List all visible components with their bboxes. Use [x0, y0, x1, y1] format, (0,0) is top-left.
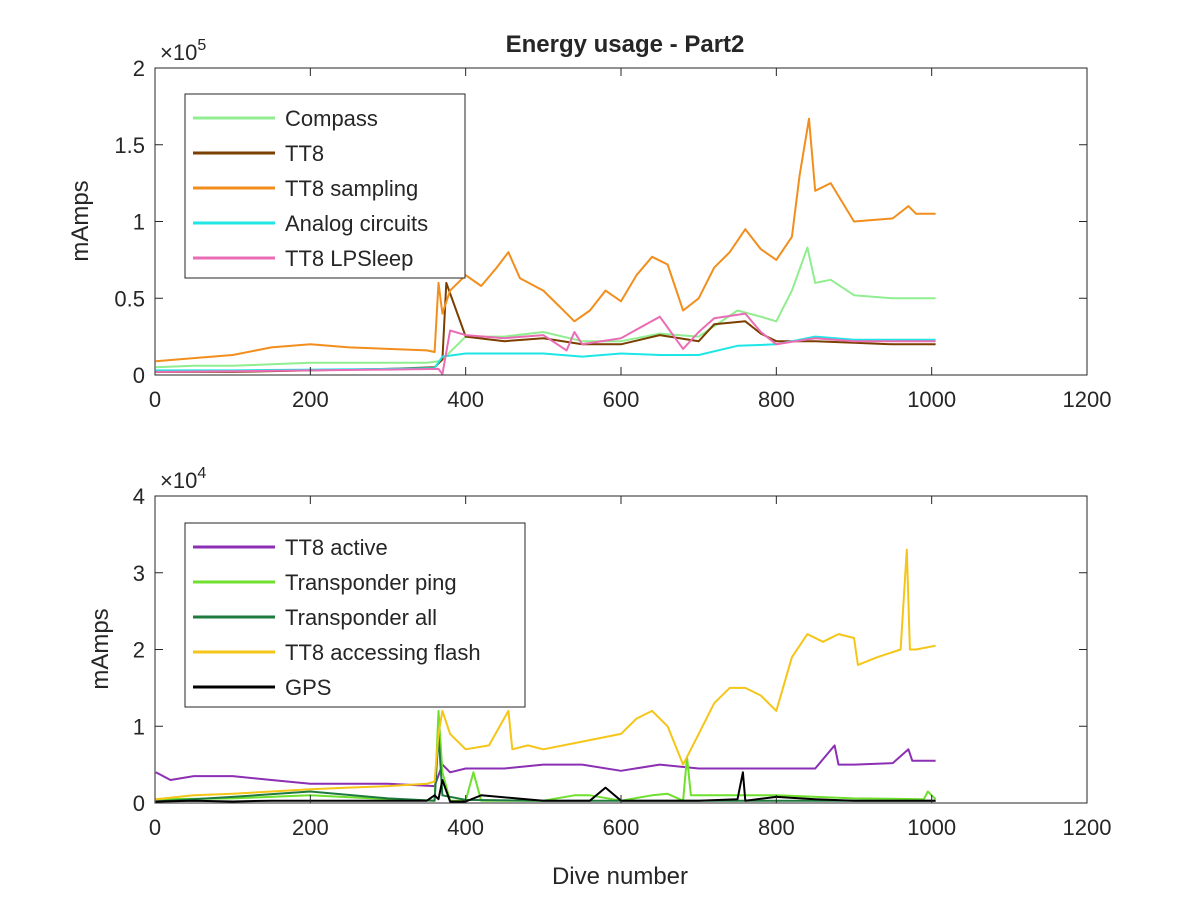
legend-label: Compass	[285, 106, 378, 131]
legend-label: Transponder ping	[285, 570, 457, 595]
series-line-4	[155, 771, 936, 803]
y-axis-label: mAmps	[87, 608, 114, 689]
y-tick-label: 1	[133, 714, 145, 739]
bottom-legend: TT8 active Transponder ping Transponder al…	[184, 522, 526, 708]
y-tick-label: 2	[133, 56, 145, 81]
x-tick-label: 800	[758, 387, 795, 412]
y-tick-label: 3	[133, 561, 145, 586]
x-tick-label: 1000	[907, 387, 956, 412]
legend-label: TT8	[285, 141, 324, 166]
y-multiplier: ×104	[160, 465, 206, 493]
y-tick-label: 1.5	[114, 133, 145, 158]
series-line-2	[155, 117, 936, 363]
legend-label: Transponder all	[285, 605, 437, 630]
x-tick-label: 0	[149, 815, 161, 840]
y-tick-label: 4	[133, 484, 145, 509]
x-tick-label: 800	[758, 815, 795, 840]
x-tick-label: 600	[603, 815, 640, 840]
series-line-0	[155, 744, 936, 788]
y-tick-label: 2	[133, 638, 145, 663]
legend-label: TT8 active	[285, 535, 388, 560]
x-tick-label: 0	[149, 387, 161, 412]
legend-label: TT8 LPSleep	[285, 246, 413, 271]
x-tick-label: 1200	[1063, 815, 1112, 840]
legend-label: TT8 sampling	[285, 176, 418, 201]
legend-box	[184, 522, 526, 708]
y-multiplier: ×105	[160, 37, 206, 65]
top-panel: 0 200 400 600 800 1000 1200 0 0.5 1 1.5 2 ×105 mAmp…	[67, 37, 1111, 412]
legend-label: Analog circuits	[285, 211, 428, 236]
x-tick-label: 400	[447, 815, 484, 840]
series-line-4	[155, 312, 936, 376]
top-legend: Compass TT8 TT8 sampling Analog circuits TT8…	[184, 93, 466, 279]
x-tick-label: 400	[447, 387, 484, 412]
y-multiplier-exponent: 4	[197, 465, 206, 482]
x-tick-label: 200	[292, 387, 329, 412]
x-tick-label: 600	[603, 387, 640, 412]
legend-label: GPS	[285, 675, 331, 700]
x-axis-label: Dive number	[552, 863, 688, 890]
y-axis-label: mAmps	[67, 180, 94, 261]
series-line-2	[155, 732, 936, 803]
x-tick-label: 1000	[907, 815, 956, 840]
y-tick-label: 0	[133, 363, 145, 388]
y-tick-label: 0	[133, 791, 145, 816]
y-multiplier-base: ×10	[160, 40, 197, 65]
x-tick-label: 200	[292, 815, 329, 840]
y-tick-label: 0.5	[114, 286, 145, 311]
legend-label: TT8 accessing flash	[285, 640, 481, 665]
series-line-3	[155, 548, 936, 801]
y-multiplier-base: ×10	[160, 468, 197, 493]
y-tick-label: 1	[133, 210, 145, 235]
x-tick-label: 1200	[1063, 387, 1112, 412]
series-line-0	[155, 246, 936, 369]
legend-box	[184, 93, 466, 279]
y-multiplier-exponent: 5	[197, 37, 206, 54]
chart-title: Energy usage - Part2	[506, 31, 745, 58]
